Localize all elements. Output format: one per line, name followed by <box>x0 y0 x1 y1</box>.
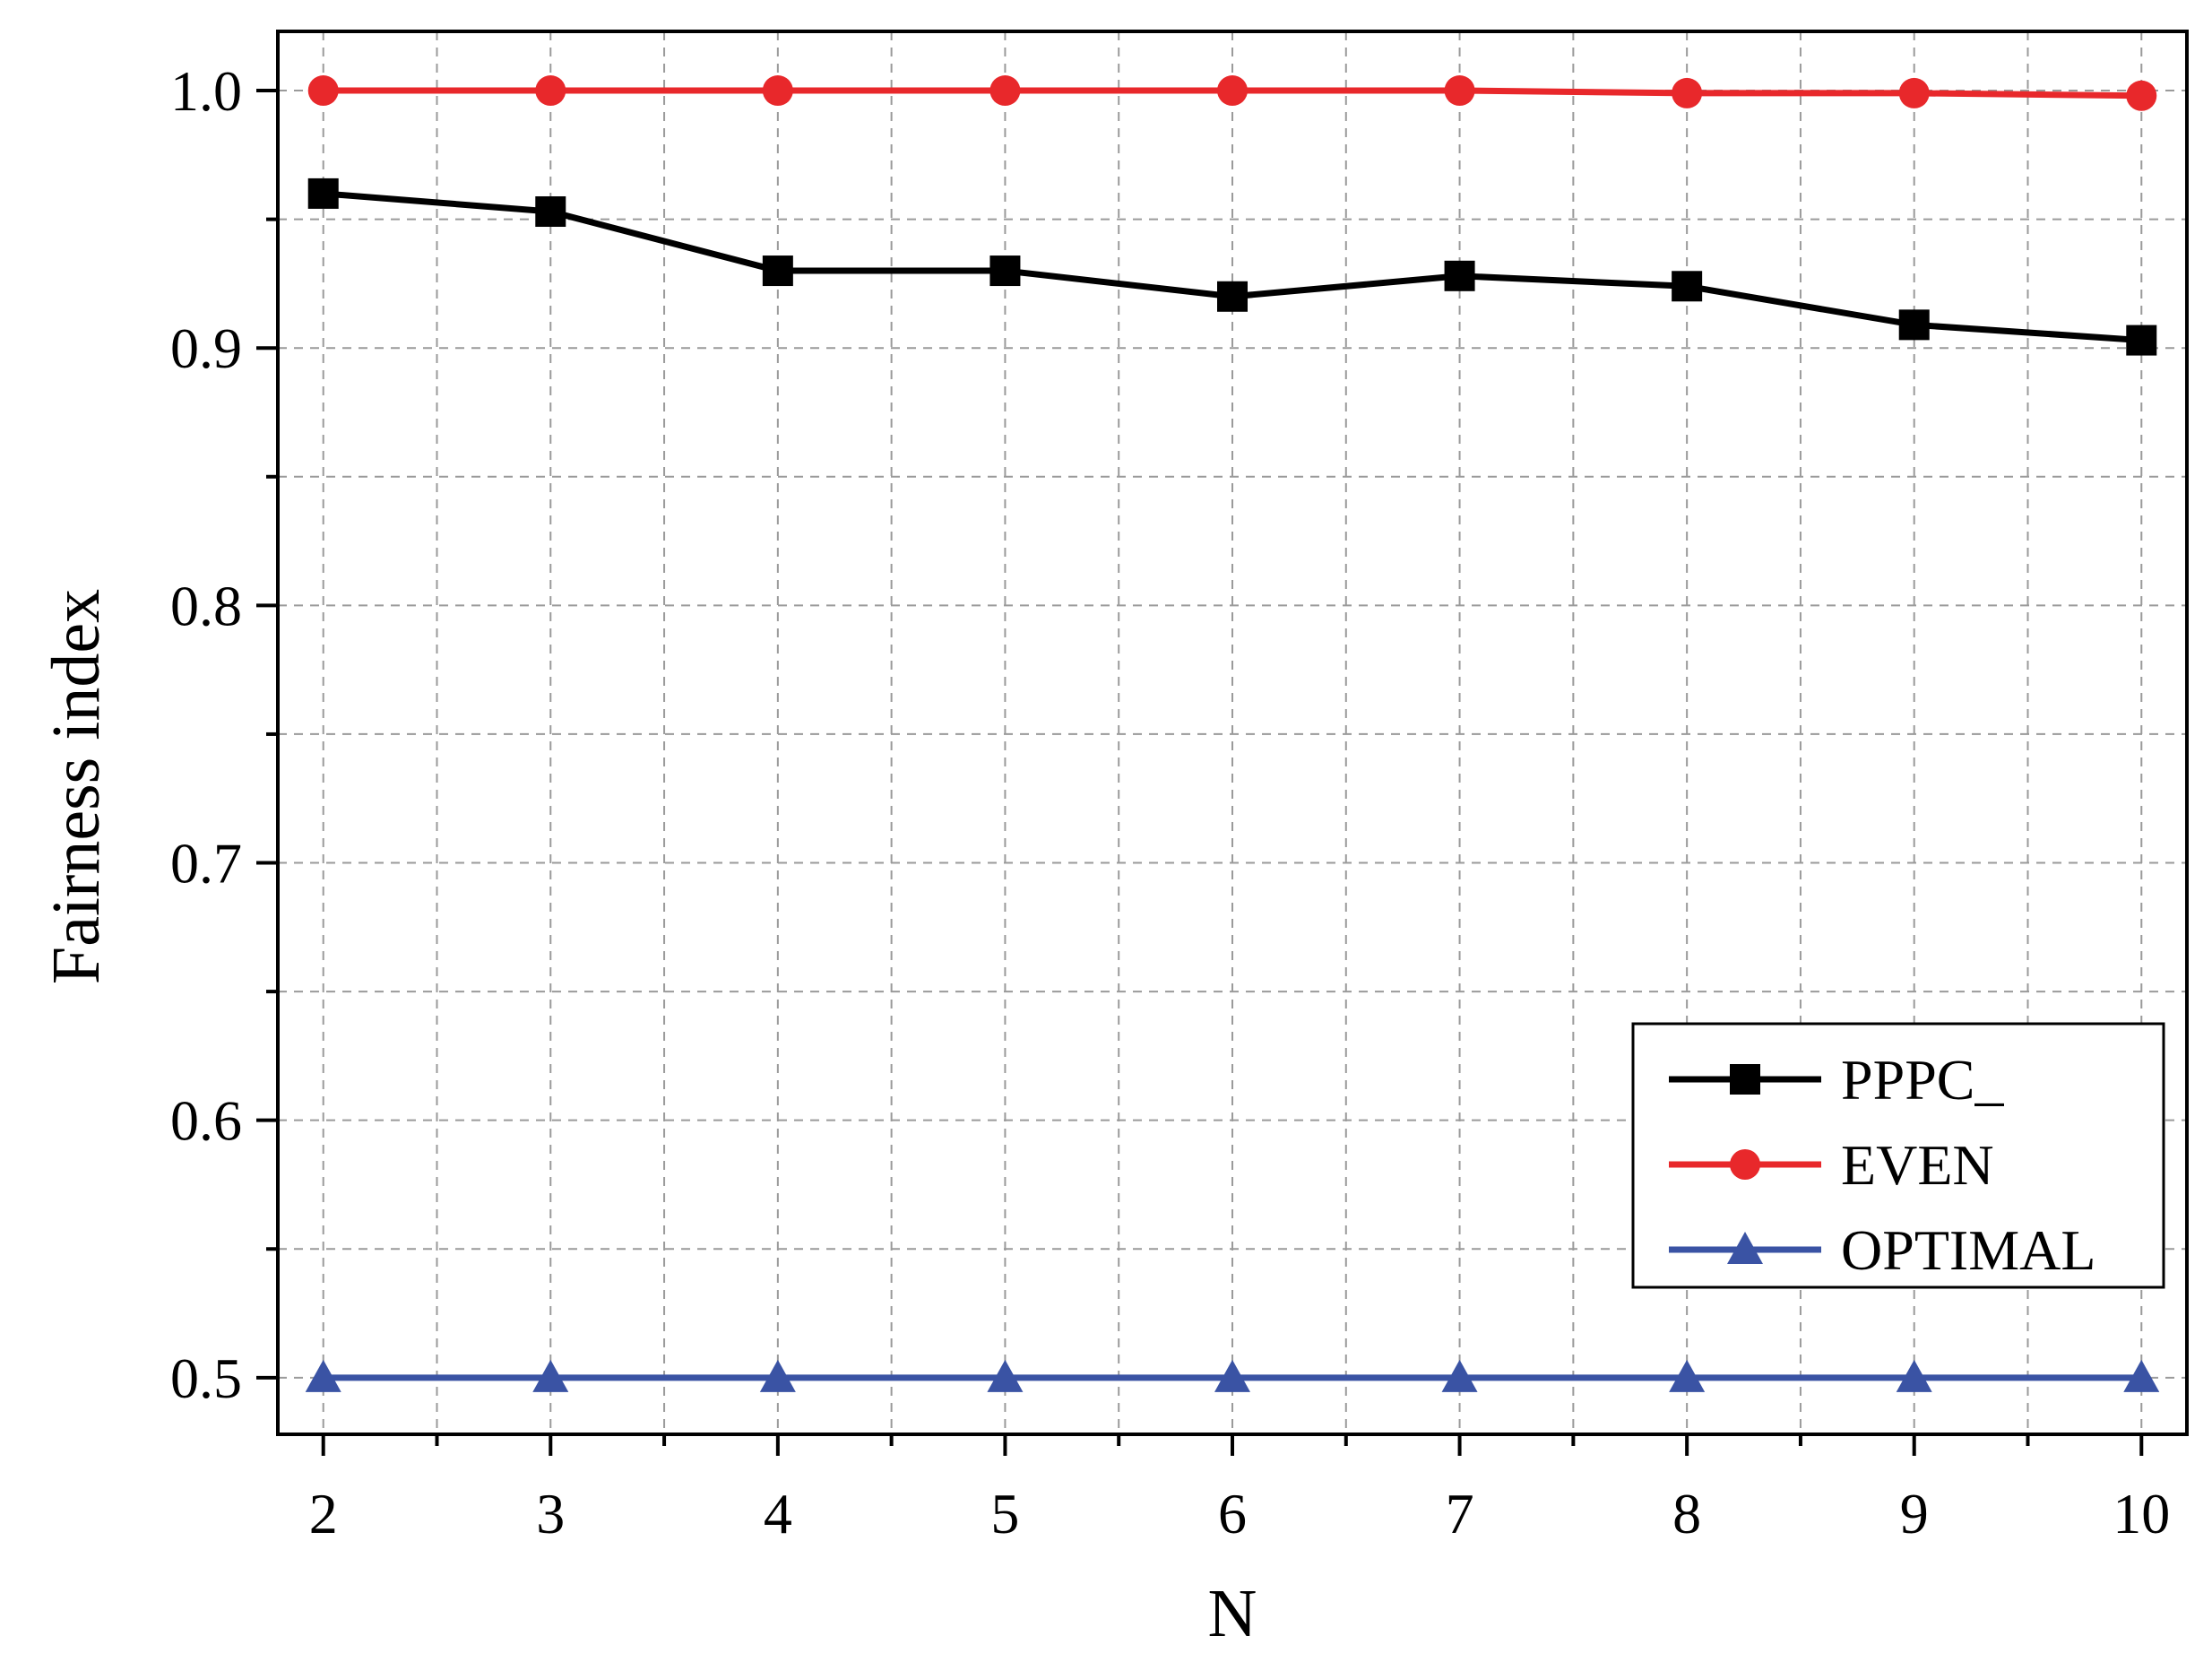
x-tick-label: 4 <box>764 1482 792 1545</box>
series-optimal-group <box>305 1359 2160 1392</box>
x-tick-label: 6 <box>1218 1482 1247 1545</box>
x-tick-label: 9 <box>1900 1482 1929 1545</box>
axis-ticks <box>256 89 2144 1456</box>
data-point <box>762 75 793 107</box>
x-tick-label: 5 <box>990 1482 1019 1545</box>
data-point <box>1214 1359 1250 1392</box>
data-point <box>989 255 1021 287</box>
x-tick-label: 2 <box>309 1482 338 1545</box>
legend-marker <box>1727 1232 1763 1264</box>
legend: PPPC_ EVEN OPTIMAL <box>1631 1022 2165 1289</box>
data-point <box>987 1359 1024 1392</box>
data-point <box>1441 1359 1478 1392</box>
data-point <box>2123 1359 2160 1392</box>
y-tick-label: 1.0 <box>170 59 242 123</box>
x-tick-label: 7 <box>1446 1482 1474 1545</box>
x-tick-label: 8 <box>1672 1482 1701 1545</box>
series-layer <box>305 75 2160 1392</box>
data-point <box>989 75 1021 107</box>
data-point <box>1217 281 1248 312</box>
y-tick-label: 0.8 <box>170 574 242 637</box>
data-point <box>1898 77 1930 108</box>
x-tick-label: 10 <box>2113 1482 2170 1545</box>
data-point <box>1444 260 1475 291</box>
data-point <box>2126 325 2157 356</box>
data-point <box>532 1359 569 1392</box>
data-point <box>1444 75 1475 107</box>
tick-labels: 2 3 4 5 6 7 8 9 10 0.5 0.6 0.7 0.8 0.9 1.0 <box>170 59 2170 1545</box>
series-pppc-group <box>307 177 2157 356</box>
data-point <box>1217 75 1248 107</box>
legend-label: EVEN <box>1841 1133 1994 1197</box>
legend-marker <box>1730 1064 1760 1095</box>
y-tick-label: 0.5 <box>170 1346 242 1410</box>
x-axis-label: N <box>1208 1576 1257 1651</box>
legend-marker <box>1730 1149 1760 1180</box>
y-tick-label: 0.7 <box>170 832 242 896</box>
legend-label: OPTIMAL <box>1841 1218 2095 1282</box>
legend-box <box>1631 1022 2165 1289</box>
data-point <box>759 1359 796 1392</box>
data-point <box>1669 1359 1706 1392</box>
data-point <box>1896 1359 1932 1392</box>
x-tick-label: 3 <box>536 1482 565 1545</box>
data-point <box>1672 271 1703 302</box>
data-point <box>762 255 793 287</box>
data-point <box>1898 309 1930 341</box>
data-point <box>535 75 566 107</box>
data-point <box>2126 80 2157 111</box>
data-point <box>1672 77 1703 108</box>
y-tick-label: 0.6 <box>170 1089 242 1153</box>
series-even-group <box>307 75 2157 111</box>
data-point <box>307 177 339 209</box>
data-point <box>535 196 566 228</box>
data-point <box>307 75 339 107</box>
y-tick-label: 0.9 <box>170 316 242 380</box>
legend-label: PPPC_ <box>1841 1048 2004 1112</box>
y-axis-label: Fairness index <box>39 589 114 984</box>
data-point <box>305 1359 341 1392</box>
